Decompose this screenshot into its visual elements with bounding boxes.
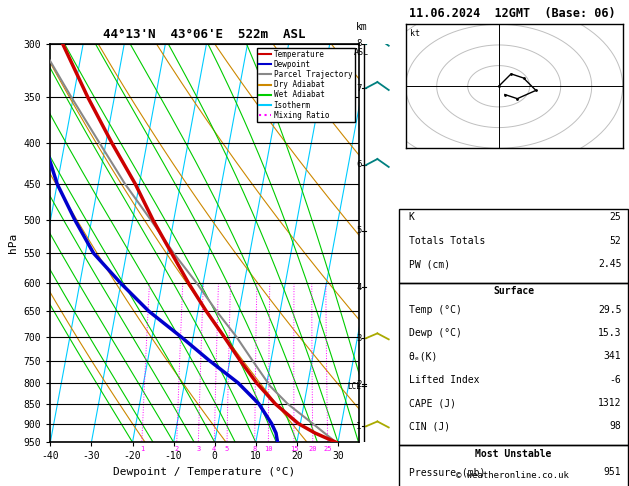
Text: θₑ(K): θₑ(K)	[409, 351, 438, 362]
Text: Temp (°C): Temp (°C)	[409, 305, 462, 315]
Text: 25: 25	[323, 446, 332, 452]
Text: Totals Totals: Totals Totals	[409, 236, 485, 246]
Text: 2.45: 2.45	[598, 259, 621, 269]
Text: 951: 951	[604, 467, 621, 477]
Text: Dewp (°C): Dewp (°C)	[409, 328, 462, 338]
Text: 1: 1	[140, 446, 144, 452]
Text: 29.5: 29.5	[598, 305, 621, 315]
Text: © weatheronline.co.uk: © weatheronline.co.uk	[456, 471, 569, 480]
Text: Most Unstable: Most Unstable	[476, 449, 552, 459]
Text: 3: 3	[196, 446, 201, 452]
Text: 52: 52	[610, 236, 621, 246]
Text: 15.3: 15.3	[598, 328, 621, 338]
Text: 25: 25	[610, 212, 621, 223]
Text: Surface: Surface	[493, 286, 534, 296]
X-axis label: Dewpoint / Temperature (°C): Dewpoint / Temperature (°C)	[113, 467, 296, 477]
Text: 1312: 1312	[598, 398, 621, 408]
Text: 2: 2	[175, 446, 179, 452]
Text: 15: 15	[290, 446, 298, 452]
Text: 98: 98	[610, 421, 621, 432]
Text: 5: 5	[356, 226, 362, 235]
Text: 1: 1	[356, 422, 362, 431]
Bar	[399, 283, 628, 445]
Text: Lifted Index: Lifted Index	[409, 375, 479, 385]
Bar	[399, 209, 628, 283]
Y-axis label: hPa: hPa	[8, 233, 18, 253]
Text: 5: 5	[225, 446, 229, 452]
Text: 8: 8	[253, 446, 257, 452]
Text: -6: -6	[610, 375, 621, 385]
Text: 3: 3	[356, 334, 362, 343]
Text: 6: 6	[356, 160, 362, 170]
Text: kt: kt	[410, 29, 420, 38]
Text: 7: 7	[356, 84, 362, 92]
Text: 8: 8	[356, 39, 362, 48]
Text: ASL: ASL	[354, 48, 369, 57]
Text: 341: 341	[604, 351, 621, 362]
Text: CIN (J): CIN (J)	[409, 421, 450, 432]
Text: km: km	[355, 22, 367, 32]
Legend: Temperature, Dewpoint, Parcel Trajectory, Dry Adiabat, Wet Adiabat, Isotherm, Mi: Temperature, Dewpoint, Parcel Trajectory…	[257, 48, 355, 122]
Bar	[399, 445, 628, 486]
Text: K: K	[409, 212, 415, 223]
Text: 4: 4	[212, 446, 216, 452]
Text: 2: 2	[356, 380, 362, 389]
Text: 11.06.2024  12GMT  (Base: 06): 11.06.2024 12GMT (Base: 06)	[409, 7, 616, 20]
Text: Pressure (mb): Pressure (mb)	[409, 467, 485, 477]
Title: 44°13'N  43°06'E  522m  ASL: 44°13'N 43°06'E 522m ASL	[103, 28, 306, 41]
Text: 10: 10	[264, 446, 272, 452]
Text: 20: 20	[309, 446, 317, 452]
Text: 4: 4	[356, 283, 362, 292]
Text: LCL: LCL	[348, 382, 362, 391]
Text: CAPE (J): CAPE (J)	[409, 398, 456, 408]
Text: PW (cm): PW (cm)	[409, 259, 450, 269]
